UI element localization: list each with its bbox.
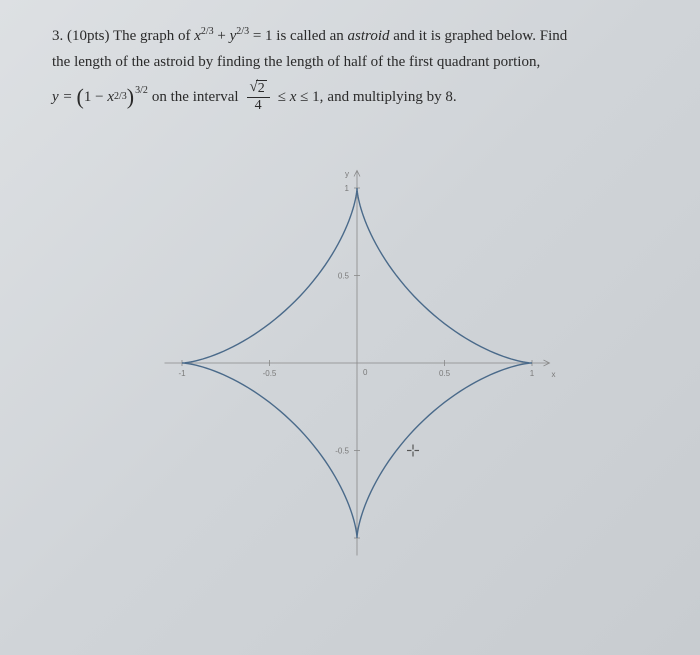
page: 3. (10pts) The graph of x2/3 + y2/3 = 1 …	[0, 0, 700, 655]
text-a: The graph of	[113, 28, 190, 44]
interval-bounds: ≤ x ≤ 1,	[278, 85, 324, 109]
exp-y: 2/3	[236, 26, 249, 37]
problem-statement: 3. (10pts) The graph of x2/3 + y2/3 = 1 …	[52, 24, 662, 113]
one-minus: 1 −	[84, 85, 104, 109]
x-tick-label: -1	[178, 369, 186, 378]
problem-line-1: 3. (10pts) The graph of x2/3 + y2/3 = 1 …	[52, 24, 662, 48]
outer-exp: 3/2	[135, 83, 148, 99]
astroid-chart: -1 -0.5 0.5 1 -0.5 0.5 1 0 x y	[107, 143, 607, 593]
text-b: is called an	[276, 28, 343, 44]
left-paren: (	[77, 86, 84, 108]
text-c: and it is graphed below. Find	[393, 28, 567, 44]
x-tick-label: -0.5	[263, 369, 277, 378]
term-astroid: astroid	[348, 28, 390, 44]
inner-x: x	[107, 85, 114, 109]
origin-label: 0	[363, 368, 368, 377]
points-label: (10pts)	[67, 28, 110, 44]
problem-line-2: the length of the astroid by finding the…	[52, 50, 662, 74]
on-interval: on the interval	[152, 85, 239, 109]
y-tick-label: -0.5	[335, 447, 349, 456]
problem-line-3: y = ( 1 − x2/3 ) 3/2 on the interval √ 2…	[52, 80, 662, 113]
chart-svg: -1 -0.5 0.5 1 -0.5 0.5 1 0 x y	[107, 143, 607, 593]
sqrt-expr: √ 2	[250, 80, 267, 96]
var-x: x	[194, 28, 201, 44]
eq-rhs: = 1	[253, 28, 273, 44]
sqrt-arg: 2	[256, 80, 267, 96]
y-tick-label: 0.5	[338, 272, 350, 281]
exp-x: 2/3	[201, 26, 214, 37]
x-axis-label: x	[552, 370, 556, 379]
denominator: 4	[255, 98, 262, 113]
paren-expression: ( 1 − x2/3 ) 3/2	[77, 85, 148, 109]
inner-exp: 2/3	[114, 89, 127, 105]
y-tick-label: 1	[345, 184, 350, 193]
plus: +	[217, 28, 225, 44]
mult-by-8: and multiplying by 8.	[327, 85, 456, 109]
right-paren: )	[127, 86, 134, 108]
x-tick-label: 1	[530, 369, 535, 378]
y-equals: y =	[52, 85, 73, 109]
x-tick-label: 0.5	[439, 369, 451, 378]
question-number: 3.	[52, 28, 63, 44]
y-axis-label: y	[345, 170, 349, 179]
fraction-sqrt2-over-4: √ 2 4	[247, 80, 270, 113]
